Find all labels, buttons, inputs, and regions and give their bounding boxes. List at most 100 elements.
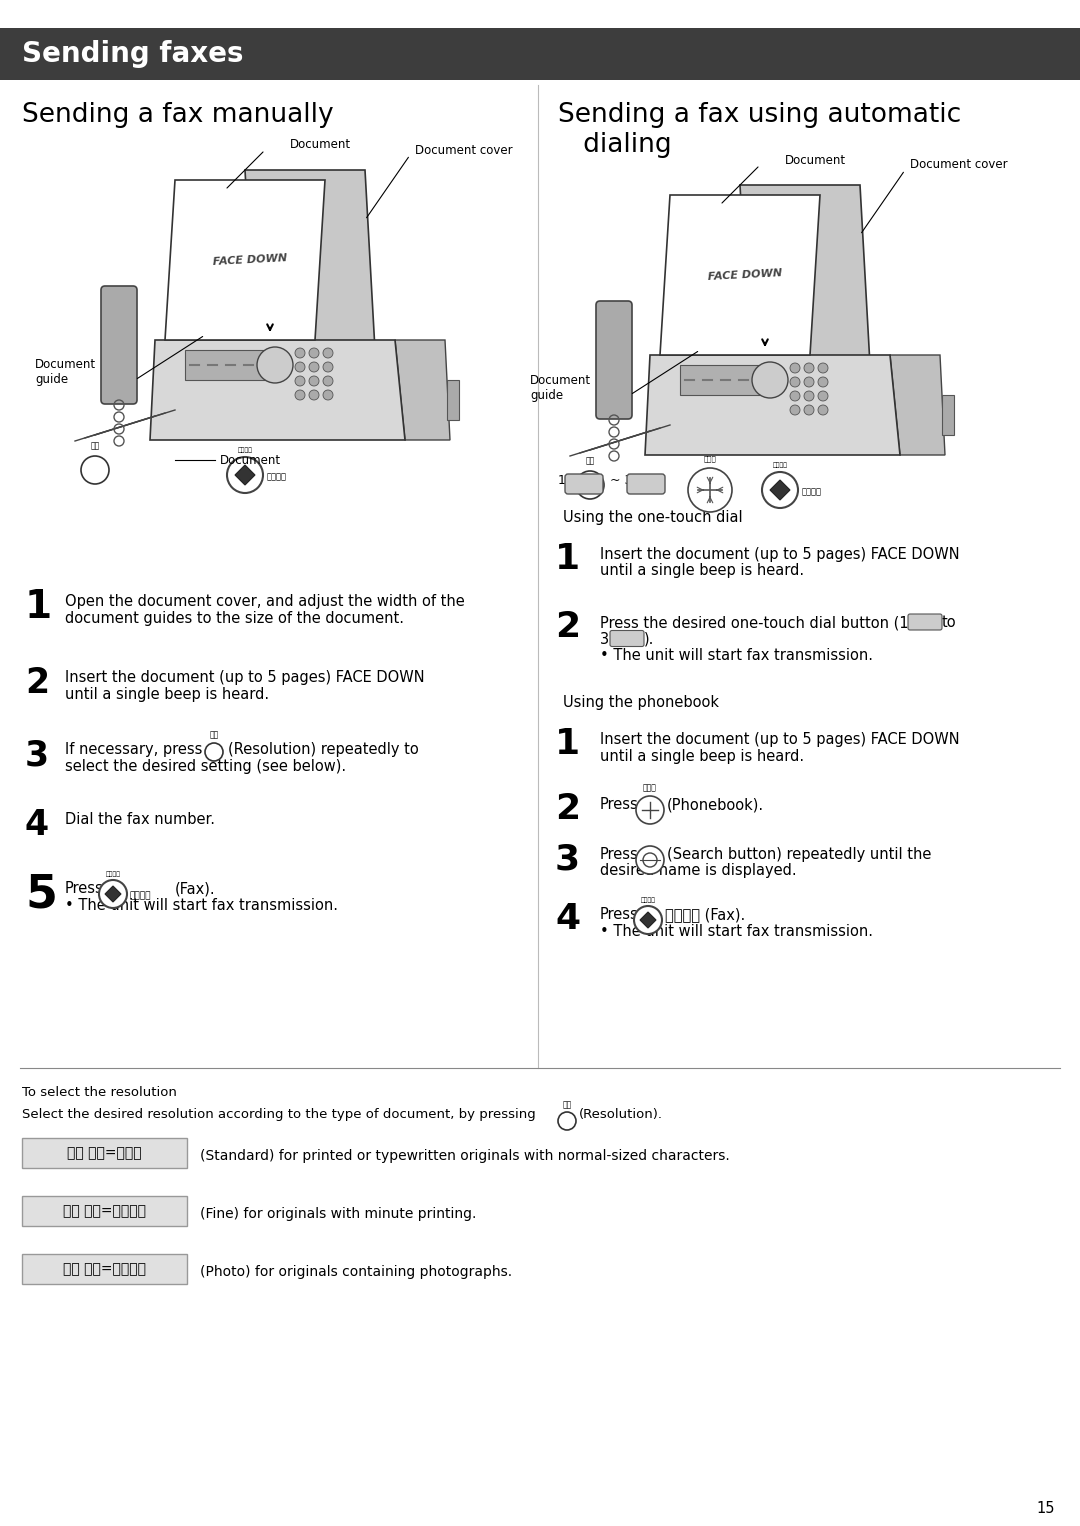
Bar <box>680 365 760 395</box>
FancyBboxPatch shape <box>908 613 942 630</box>
Text: ).: ). <box>644 632 654 647</box>
Text: until a single beep is heard.: until a single beep is heard. <box>600 748 805 763</box>
FancyBboxPatch shape <box>596 301 632 420</box>
Text: スタート: スタート <box>772 462 787 468</box>
Circle shape <box>789 363 800 372</box>
Text: Document: Document <box>530 374 591 386</box>
Text: 5: 5 <box>25 873 57 919</box>
Text: Sending a fax manually: Sending a fax manually <box>22 102 334 128</box>
Text: (Fax).: (Fax). <box>175 881 216 896</box>
FancyBboxPatch shape <box>610 630 644 647</box>
Text: 2: 2 <box>555 610 580 644</box>
Polygon shape <box>640 913 656 928</box>
Text: Press: Press <box>600 847 638 862</box>
Text: select the desired setting (see below).: select the desired setting (see below). <box>65 758 346 774</box>
Text: ガ シツ=フツク: ガ シツ=フツク <box>67 1146 141 1160</box>
Text: Dial the fax number.: Dial the fax number. <box>65 812 215 827</box>
Text: 3: 3 <box>25 739 49 772</box>
Circle shape <box>227 456 264 493</box>
FancyBboxPatch shape <box>102 285 137 404</box>
Text: 4: 4 <box>555 902 580 935</box>
Text: Sending a fax using automatic
   dialing: Sending a fax using automatic dialing <box>558 102 961 159</box>
Text: guide: guide <box>530 389 563 401</box>
Text: (Photo) for originals containing photographs.: (Photo) for originals containing photogr… <box>200 1265 512 1279</box>
Text: • The unit will start fax transmission.: • The unit will start fax transmission. <box>65 897 338 913</box>
FancyBboxPatch shape <box>22 1196 187 1225</box>
Circle shape <box>804 391 814 401</box>
Circle shape <box>309 375 319 386</box>
Bar <box>447 380 459 420</box>
Circle shape <box>789 404 800 415</box>
Circle shape <box>295 348 305 359</box>
FancyBboxPatch shape <box>22 1138 187 1167</box>
Circle shape <box>789 377 800 388</box>
Text: ファクス: ファクス <box>267 473 287 482</box>
Text: 1: 1 <box>555 542 580 575</box>
Text: Press: Press <box>600 797 638 812</box>
Text: to: to <box>942 615 957 630</box>
Circle shape <box>323 375 333 386</box>
Text: 画質: 画質 <box>585 456 595 465</box>
Text: until a single beep is heard.: until a single beep is heard. <box>65 687 269 702</box>
Circle shape <box>752 362 788 398</box>
Text: ~ 3: ~ 3 <box>610 475 633 487</box>
Circle shape <box>818 391 828 401</box>
Polygon shape <box>660 195 820 356</box>
Text: 2: 2 <box>25 665 49 700</box>
Circle shape <box>636 845 664 874</box>
Text: 3: 3 <box>600 632 609 647</box>
Circle shape <box>804 363 814 372</box>
Circle shape <box>295 375 305 386</box>
Text: Document: Document <box>785 154 846 166</box>
Text: • The unit will start fax transmission.: • The unit will start fax transmission. <box>600 923 873 938</box>
Polygon shape <box>245 169 375 349</box>
Text: 3: 3 <box>555 842 580 876</box>
Polygon shape <box>395 340 450 439</box>
Text: guide: guide <box>35 374 68 386</box>
Polygon shape <box>890 356 945 455</box>
Text: 電話帳: 電話帳 <box>643 783 657 792</box>
Polygon shape <box>150 340 405 439</box>
Circle shape <box>81 456 109 484</box>
Text: Press: Press <box>65 881 104 896</box>
Text: Insert the document (up to 5 pages) FACE DOWN: Insert the document (up to 5 pages) FACE… <box>600 732 960 748</box>
Circle shape <box>257 346 293 383</box>
Text: To select the resolution: To select the resolution <box>22 1087 177 1099</box>
Text: Press the desired one-touch dial button (1: Press the desired one-touch dial button … <box>600 615 908 630</box>
Circle shape <box>323 362 333 372</box>
Text: 2: 2 <box>555 792 580 826</box>
Circle shape <box>309 348 319 359</box>
Circle shape <box>789 391 800 401</box>
Bar <box>185 349 265 380</box>
Circle shape <box>576 472 604 499</box>
Text: (Resolution).: (Resolution). <box>579 1108 663 1122</box>
Text: スタート: スタート <box>238 447 253 453</box>
Circle shape <box>323 348 333 359</box>
Text: Insert the document (up to 5 pages) FACE DOWN: Insert the document (up to 5 pages) FACE… <box>65 670 424 685</box>
Circle shape <box>634 906 662 934</box>
Text: • The unit will start fax transmission.: • The unit will start fax transmission. <box>600 649 873 662</box>
Text: desired name is displayed.: desired name is displayed. <box>600 864 797 879</box>
Text: Document cover: Document cover <box>415 143 513 157</box>
Text: ファクス (Fax).: ファクス (Fax). <box>665 906 745 922</box>
Circle shape <box>688 468 732 513</box>
Text: 1: 1 <box>555 726 580 761</box>
Text: Document: Document <box>35 359 96 371</box>
Text: ファクス: ファクス <box>130 891 151 900</box>
Polygon shape <box>740 185 870 365</box>
Text: (Standard) for printed or typewritten originals with normal-sized characters.: (Standard) for printed or typewritten or… <box>200 1149 730 1163</box>
Circle shape <box>323 391 333 400</box>
Text: (Resolution) repeatedly to: (Resolution) repeatedly to <box>228 742 419 757</box>
Text: Using the one-touch dial: Using the one-touch dial <box>563 510 743 525</box>
Text: Sending faxes: Sending faxes <box>22 40 243 69</box>
Text: (Phonebook).: (Phonebook). <box>667 797 765 812</box>
Circle shape <box>804 377 814 388</box>
Circle shape <box>309 391 319 400</box>
Text: document guides to the size of the document.: document guides to the size of the docum… <box>65 610 404 626</box>
Circle shape <box>205 743 222 761</box>
Text: Document: Document <box>291 139 351 151</box>
Polygon shape <box>165 180 325 340</box>
Text: 画質: 画質 <box>563 1100 571 1109</box>
Text: 1: 1 <box>25 588 52 626</box>
Text: スタート: スタート <box>640 897 656 903</box>
